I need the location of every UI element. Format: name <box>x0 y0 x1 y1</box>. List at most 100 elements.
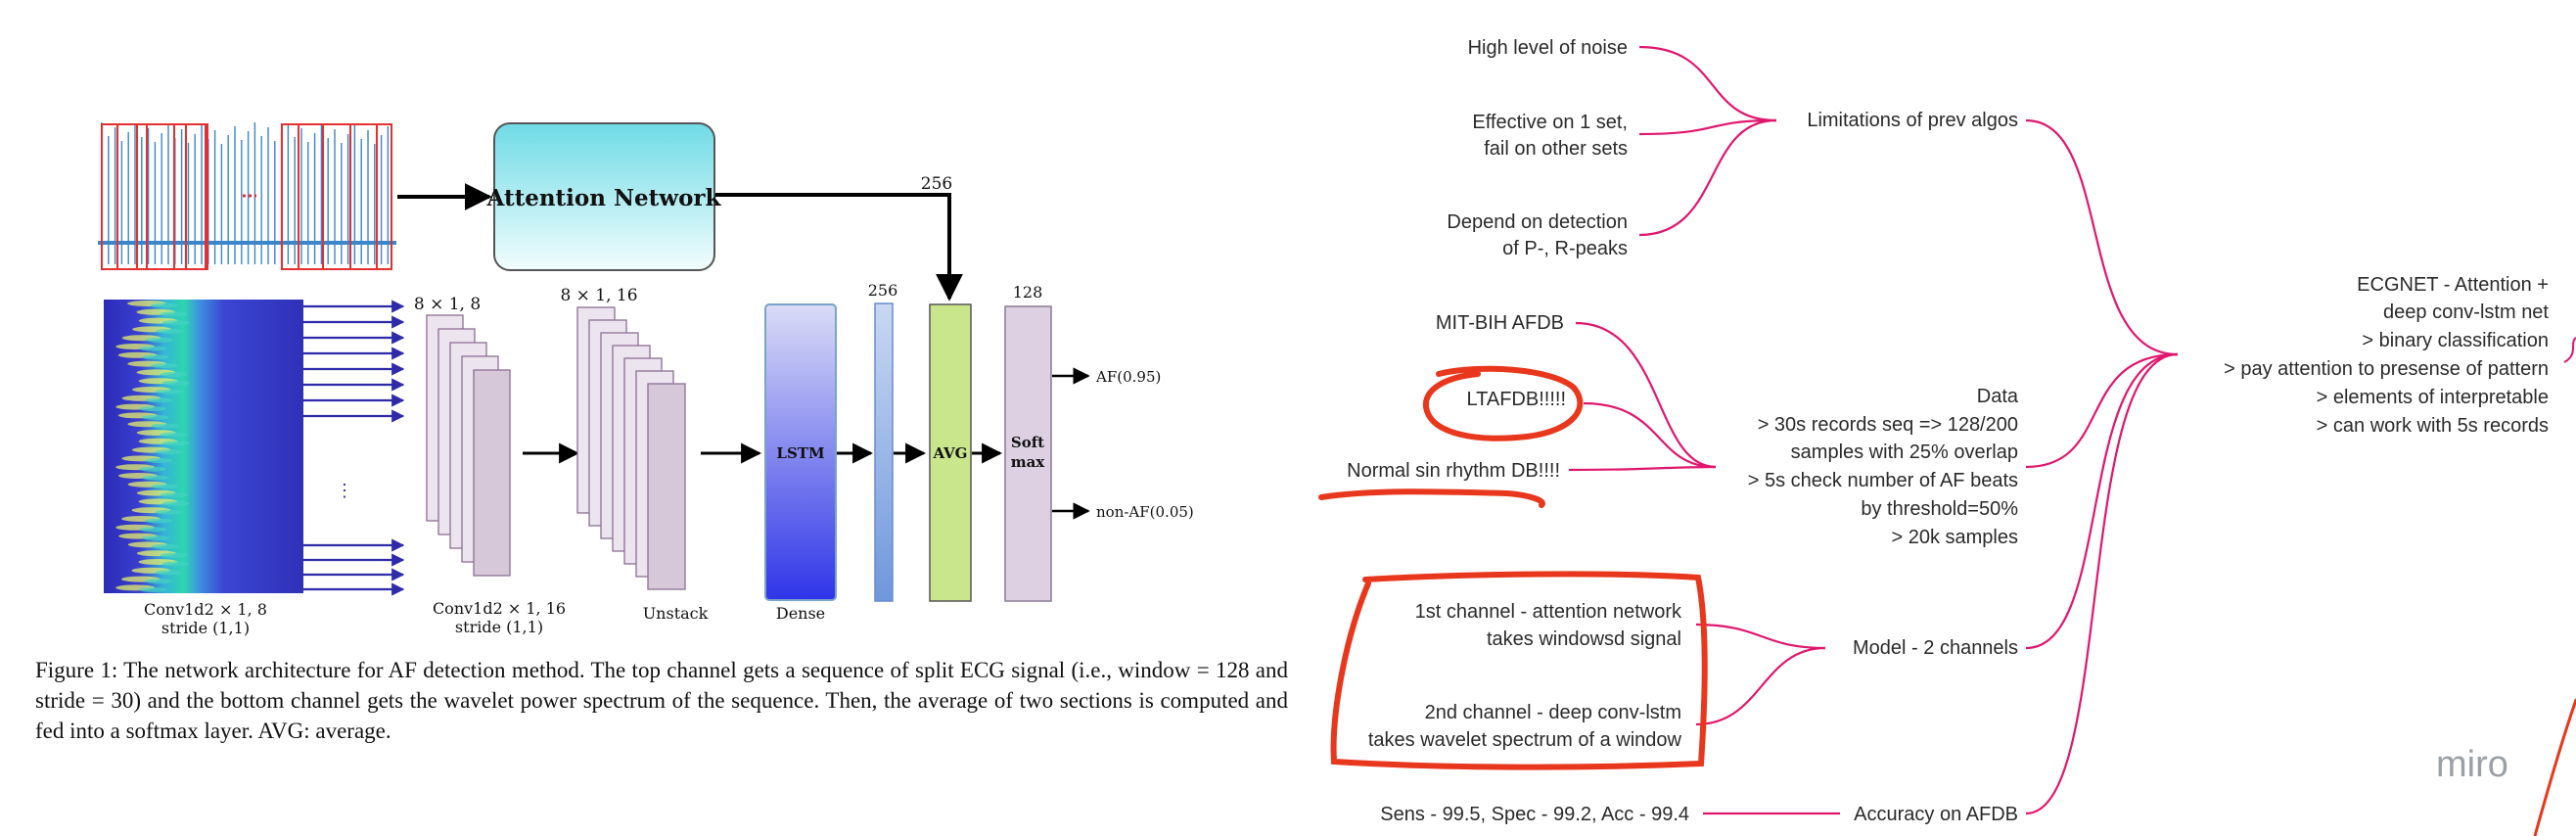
conv2-layer-stack <box>576 306 686 590</box>
spectrum-band-edge <box>161 561 190 567</box>
channel-2-line-a[interactable]: 2nd channel - deep conv-lstm <box>1425 702 1681 723</box>
lstm-block: LSTM <box>764 303 837 601</box>
conv1-layer <box>473 369 511 577</box>
spectrum-band-edge <box>160 432 188 438</box>
spectrum-band-edge <box>160 492 188 498</box>
channel-1-line-b[interactable]: takes windowsd signal <box>1487 628 1681 650</box>
conv2-layer <box>647 383 686 590</box>
network-figure: Attention Network 256 Conv1d2 × 1, 8 str… <box>98 122 1194 637</box>
sens-spec-acc[interactable]: Sens - 99.5, Spec - 99.2, Acc - 99.4 <box>1380 804 1689 825</box>
spectrum-band-edge <box>161 441 190 446</box>
spectrum-band-edge <box>151 423 179 429</box>
model-channels-box <box>1330 571 1708 770</box>
data-line-0: Data <box>1977 386 2019 407</box>
spectrum-band-edge <box>141 475 169 481</box>
root-line-2: > binary classification <box>2362 330 2549 351</box>
limitations-node[interactable]: Limitations of prev algos <box>1807 110 2018 131</box>
spectrum-band-edge <box>141 414 169 420</box>
db-normal-sinus[interactable]: Normal sin rhythm DB!!!! <box>1347 460 1560 482</box>
ecg-spikes <box>101 122 390 264</box>
spectrum-band-edge <box>160 371 188 377</box>
data-line-5: > 20k samples <box>1891 527 2018 548</box>
channel-2-line-b[interactable]: takes wavelet spectrum of a window <box>1368 729 1682 751</box>
ecg-signal-plot <box>98 122 396 270</box>
data-line-1: > 30s records seq => 128/200 <box>1758 414 2018 436</box>
ltafdb-circle <box>1422 365 1584 441</box>
spectrum-band-edge <box>155 509 183 515</box>
spectrum-band-edge <box>161 380 190 386</box>
unstack-caption: Unstack <box>643 604 709 623</box>
af-output-label: AF(0.95) <box>1095 368 1161 386</box>
non-af-output-label: non-AF(0.05) <box>1096 503 1194 521</box>
mindmap-connectors <box>1568 45 2179 815</box>
limitation-one-set-a[interactable]: Effective on 1 set, <box>1472 112 1628 133</box>
spectrum-band-edge <box>160 552 188 558</box>
spectrum-caption-1: Conv1d2 × 1, 8 <box>144 600 267 619</box>
spectrum-band-edge <box>156 328 184 334</box>
dense-layer <box>874 302 894 602</box>
root-line-1: deep conv-lstm net <box>2383 302 2549 323</box>
db-ltafdb[interactable]: LTAFDB!!!!! <box>1467 389 1567 410</box>
data-line-4: by threshold=50% <box>1861 498 2018 520</box>
figure-caption: Figure 1: The network architecture for A… <box>35 658 1288 743</box>
spectrum-band-edge <box>145 337 173 343</box>
spectrum-bands <box>115 301 190 592</box>
channel-1-line-a[interactable]: 1st channel - attention network <box>1415 601 1682 623</box>
conv1-shape-label: 8 × 1, 8 <box>414 295 481 314</box>
conv1-layer-stack <box>426 314 511 577</box>
softmax-block: Soft max <box>1004 305 1052 602</box>
root-line-3: > pay attention to presense of pattern <box>2224 358 2549 380</box>
mindmap: High level of noise Effective on 1 set, … <box>1318 37 2576 836</box>
attention-to-avg-arrow <box>715 193 963 302</box>
conv2-shape-label: 8 × 1, 16 <box>560 286 637 305</box>
spectrum-band-edge <box>144 579 172 584</box>
spectrum-band-edge <box>145 397 173 403</box>
spectrum-band-edge <box>151 363 179 369</box>
root-right-connector <box>2563 337 2576 363</box>
attention-network-box: Attention Network <box>486 122 722 271</box>
spectrum-band-edge <box>142 535 170 541</box>
attention-network-label: Attention Network <box>486 185 722 211</box>
limitation-noise[interactable]: High level of noise <box>1468 37 1628 59</box>
blue-input-arrows <box>303 300 405 596</box>
spectrum-band-edge <box>151 543 179 549</box>
corner-stroke <box>2533 698 2576 836</box>
spectrum-band-edge <box>139 406 167 412</box>
data-line-3: > 5s check number of AF beats <box>1748 470 2018 491</box>
spectrum-band-edge <box>160 311 188 317</box>
miro-watermark: miro <box>2436 744 2508 785</box>
wavelet-spectrum-image <box>104 300 303 593</box>
spectrum-band-edge <box>141 354 169 360</box>
root-line-0: ECGNET - Attention + <box>2357 274 2549 296</box>
lstm-label: LSTM <box>776 444 824 462</box>
limitation-peaks-a[interactable]: Depend on detection <box>1447 211 1628 233</box>
spectrum-band-edge <box>161 500 190 506</box>
spectrum-band-edge <box>139 346 167 351</box>
spectrum-band-edge <box>139 527 167 533</box>
db-mit-bih[interactable]: MIT-BIH AFDB <box>1436 312 1564 334</box>
spectrum-band-edge <box>155 449 183 455</box>
data-node[interactable]: Data > 30s records seq => 128/200 sample… <box>1748 386 2019 548</box>
model-node[interactable]: Model - 2 channels <box>1853 637 2018 659</box>
ellipsis-mark: ⋮ <box>336 481 353 501</box>
root-line-4: > elements of interpretable <box>2317 387 2549 408</box>
data-line-2: samples with 25% overlap <box>1791 441 2018 463</box>
spectrum-band-edge <box>145 457 173 463</box>
spectrum-band-edge <box>151 302 178 308</box>
hand-annotations <box>1318 365 2576 836</box>
spectrum-band-edge <box>155 570 183 576</box>
root-node[interactable]: ECGNET - Attention + deep conv-lstm net … <box>2224 274 2549 437</box>
spectrum-band-edge <box>161 320 190 326</box>
conv2-caption-2: stride (1,1) <box>455 618 543 636</box>
spectrum-band-edge <box>139 466 167 472</box>
spectrum-band-edge <box>151 484 179 489</box>
avg-block: AVG <box>929 303 972 602</box>
dim-256-top: 256 <box>921 174 952 194</box>
limitation-one-set-b[interactable]: fail on other sets <box>1484 138 1628 160</box>
spectrum-band-edge <box>139 586 167 592</box>
dim-128: 128 <box>1013 283 1043 302</box>
dense-caption: Dense <box>776 604 825 623</box>
accuracy-node[interactable]: Accuracy on AFDB <box>1854 804 2018 825</box>
limitation-peaks-b[interactable]: of P-, R-peaks <box>1502 238 1628 259</box>
